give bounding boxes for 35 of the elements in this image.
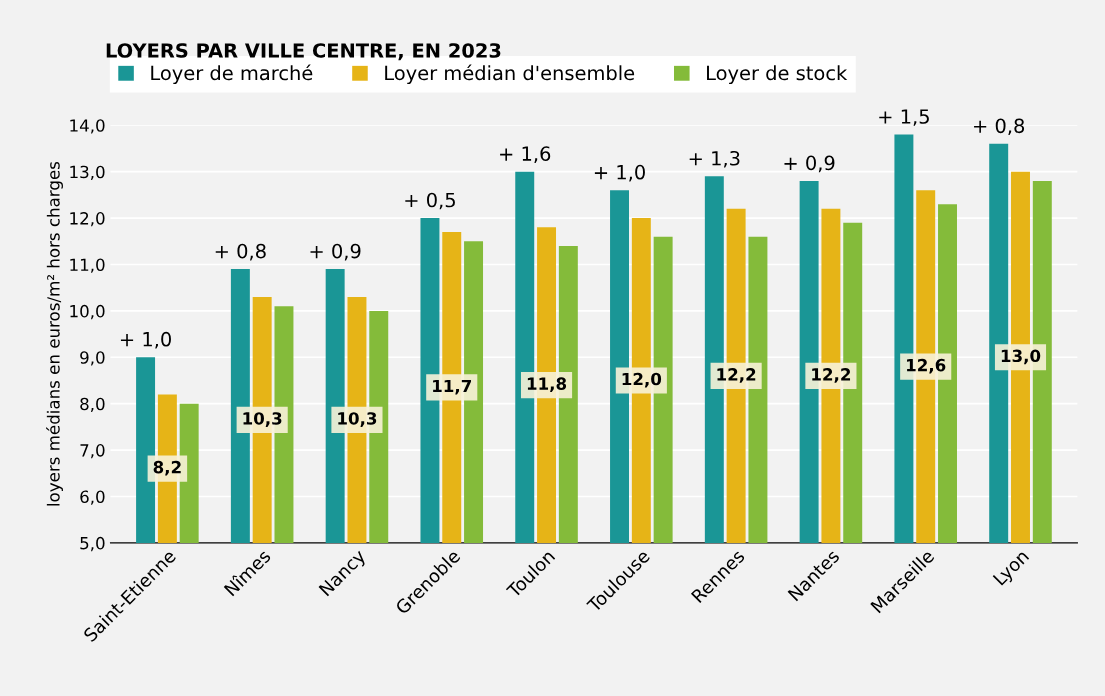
legend-label: Loyer de marché <box>151 64 313 85</box>
annotation: + 1,0 <box>594 164 645 182</box>
data-label: 12,6 <box>907 358 946 374</box>
y-tick-label: 5,0 <box>80 536 105 552</box>
annotation: + 0,9 <box>784 155 835 173</box>
y-tick-label: 13,0 <box>70 165 105 180</box>
data-label: 11,8 <box>527 377 567 393</box>
data-label: 10,3 <box>243 412 282 427</box>
annotation: + 0,8 <box>215 243 266 261</box>
y-tick-label: 12,0 <box>70 212 105 227</box>
data-label: 12,2 <box>717 368 756 383</box>
y-tick-label: 8,0 <box>80 397 105 412</box>
y-tick-label: 11,0 <box>70 258 105 273</box>
data-label: 13,0 <box>1001 349 1041 365</box>
y-tick-label: 7,0 <box>80 444 105 459</box>
annotation: + 0,5 <box>405 192 455 210</box>
y-tick-label: 14,0 <box>70 119 105 134</box>
data-label: 12,0 <box>622 372 662 388</box>
annotation: + 1,0 <box>120 331 171 349</box>
y-tick-label: 10,0 <box>70 304 105 320</box>
data-label: 12,2 <box>812 368 851 383</box>
annotation: + 1,5 <box>879 109 929 126</box>
data-label: 8,2 <box>153 460 181 476</box>
y-axis-title: loyers médians en euros/m² hors charges <box>46 161 63 506</box>
annotation: + 1,6 <box>500 146 551 163</box>
data-label: 10,3 <box>338 412 377 427</box>
y-tick-label: 9,0 <box>80 351 105 366</box>
annotation: + 0,9 <box>310 243 361 261</box>
annotation: + 1,3 <box>689 150 740 168</box>
legend-label: Loyer médian d'ensemble <box>385 64 635 85</box>
annotation: + 0,8 <box>974 118 1025 136</box>
data-label: 11,7 <box>433 379 471 395</box>
legend-label: Loyer de stock <box>707 65 848 85</box>
chart-title: LOYERS PAR VILLE CENTRE, EN 2023 <box>106 43 501 61</box>
y-tick-label: 6,0 <box>80 490 105 505</box>
